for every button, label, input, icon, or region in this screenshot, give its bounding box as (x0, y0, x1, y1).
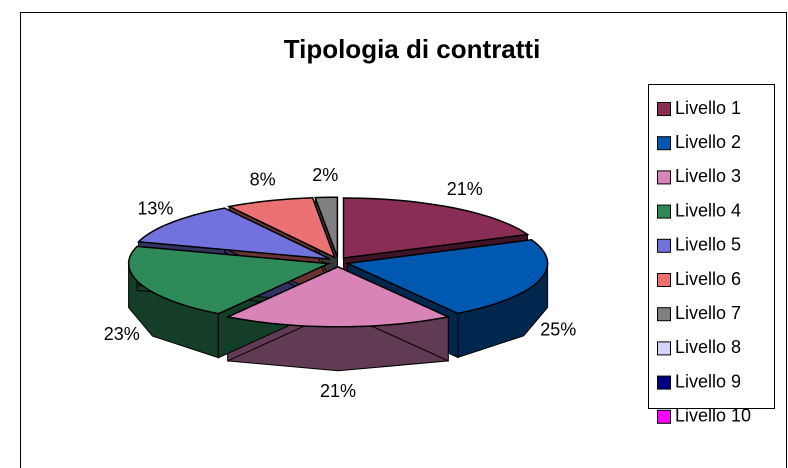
pie-slice (344, 239, 549, 315)
legend-swatch (657, 170, 671, 185)
pie-slice (225, 265, 451, 328)
legend-label: Livello 4 (675, 200, 741, 220)
data-label: 13% (137, 198, 173, 218)
chart-title: Tipologia di contratti (284, 34, 541, 64)
data-label: 21% (447, 179, 483, 199)
legend-label: Livello 2 (675, 132, 741, 152)
legend-label: Livello 3 (675, 166, 741, 186)
legend-label: Livello 6 (675, 269, 741, 289)
pie-slice (127, 245, 332, 315)
pie-slice (136, 207, 331, 260)
legend-label: Livello 1 (675, 98, 741, 118)
legend-swatch (657, 102, 671, 116)
legend-swatch (657, 307, 671, 322)
data-label: 21% (320, 381, 356, 401)
data-label: 8% (250, 169, 276, 189)
legend-swatch (657, 341, 671, 356)
legend-label: Livello 10 (675, 406, 751, 426)
legend-label: Livello 9 (675, 371, 741, 391)
legend-swatch (657, 273, 671, 287)
legend-label: Livello 5 (675, 235, 741, 255)
pie-slice (226, 197, 337, 259)
data-label: 23% (104, 324, 140, 344)
legend-swatch (657, 409, 671, 424)
legend-swatch (657, 375, 671, 390)
legend-label: Livello 7 (675, 303, 741, 323)
pie-slice (314, 196, 339, 258)
data-label: 25% (540, 319, 576, 339)
legend-label: Livello 8 (675, 337, 741, 357)
slice-tops (127, 196, 549, 328)
legend-swatch (657, 238, 671, 253)
legend-swatch (657, 204, 671, 219)
data-label: 2% (312, 165, 338, 185)
pie-slice (342, 197, 530, 259)
legend-swatch (657, 136, 671, 151)
